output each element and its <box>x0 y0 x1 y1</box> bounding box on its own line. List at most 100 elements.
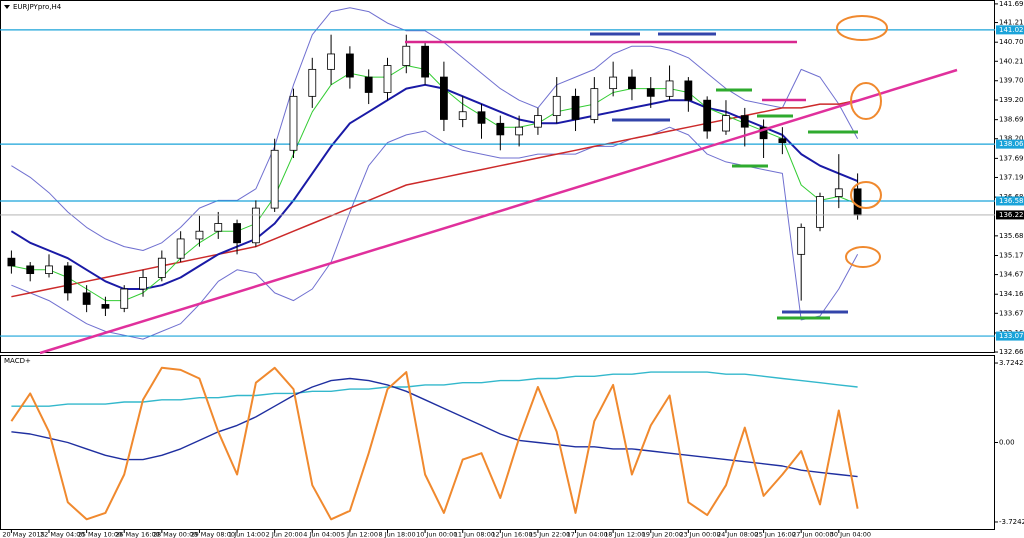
candle-body <box>816 196 824 228</box>
level-label: 141.025 <box>999 26 1024 34</box>
y-tick-label: 135.680 <box>999 232 1024 240</box>
candle-body <box>646 88 655 97</box>
candle-body <box>364 76 373 93</box>
candle-body <box>421 45 429 78</box>
candle-body <box>740 115 749 128</box>
x-tick-label: 20 May 2015 <box>2 531 44 538</box>
x-tick-label: 28 May 00:00 <box>153 531 198 538</box>
level-label-box <box>996 139 1024 149</box>
candle-body <box>157 257 166 278</box>
highlight-ellipses <box>836 15 888 268</box>
y-tick-label: 139.705 <box>999 77 1024 85</box>
candle-body <box>139 277 147 290</box>
price-pane <box>0 0 995 353</box>
x-tick-label: 19 Jun 20:00 <box>642 531 683 538</box>
y-tick-label: 135.170 <box>999 252 1024 260</box>
candle-body <box>797 226 806 255</box>
candle-body <box>26 265 35 275</box>
blue-marks <box>590 32 848 314</box>
candle-body <box>402 45 411 66</box>
y-tick-label: 139.205 <box>999 96 1024 104</box>
highlight-ellipse <box>845 246 881 268</box>
candle-body <box>195 230 204 240</box>
x-tick-label: 11 Jun 08:00 <box>454 531 495 538</box>
candle-body <box>458 111 467 120</box>
x-tick-label: 2 Jun 20:00 <box>266 531 303 538</box>
y-tick-label: 140.705 <box>999 38 1024 46</box>
indicator-line <box>11 65 858 302</box>
x-tick-label: 25 Jun 16:00 <box>755 531 796 538</box>
y-tick-label: 141.215 <box>999 19 1024 27</box>
indicator-line <box>11 99 858 298</box>
indicator-label: MACD+ <box>4 357 31 365</box>
indicator-line <box>11 377 858 478</box>
green-marks <box>716 88 858 320</box>
last-price-label: 136.223 <box>999 211 1024 219</box>
last-price-box <box>996 210 1024 220</box>
candle-body <box>834 188 843 197</box>
candle-body <box>684 80 693 101</box>
level-label-box <box>996 196 1024 206</box>
y-tick-label: 138.695 <box>999 116 1024 124</box>
y-tick-label: 141.699 <box>999 0 1024 8</box>
y-tick-label: 3.7242 <box>999 359 1024 367</box>
macd-pane <box>0 355 995 530</box>
x-tick-label: 25 May 10:00 <box>78 531 123 538</box>
level-label: 133.079 <box>999 332 1024 340</box>
indicator-line <box>10 83 858 290</box>
candle-body <box>101 304 110 309</box>
candle-body <box>853 188 862 216</box>
menu-arrow <box>4 5 10 9</box>
y-tick-label: 134.165 <box>999 290 1024 298</box>
candle-body <box>327 53 335 70</box>
x-tick-label: 15 Jun 22:00 <box>529 531 570 538</box>
candle-body <box>496 122 505 136</box>
y-tick-label: 137.195 <box>999 173 1024 181</box>
highlight-ellipse <box>850 181 882 209</box>
candle-body <box>571 95 580 120</box>
candle-body <box>308 68 317 97</box>
x-tick-label: 18 Jun 12:00 <box>604 531 645 538</box>
candle-body <box>176 238 185 259</box>
candle-body <box>477 111 486 124</box>
candle-body <box>778 138 787 143</box>
level-label-box <box>996 331 1024 341</box>
candle-body <box>628 76 636 90</box>
candle-body <box>45 265 53 275</box>
candle-body <box>251 207 260 244</box>
trend-line <box>39 68 958 355</box>
candle-body <box>63 265 72 294</box>
x-tick-label: 8 Jun 18:00 <box>378 531 415 538</box>
x-tick-label: 12 Jun 16:00 <box>491 531 532 538</box>
y-tick-label: 133.670 <box>999 309 1024 317</box>
candle-body <box>289 95 298 151</box>
symbol-label: EURJPYpro,H4 <box>13 3 62 11</box>
candle-body <box>515 126 524 136</box>
indicator-line <box>10 366 859 521</box>
x-tick-label: 23 Jun 00:00 <box>679 531 720 538</box>
x-tick-label: 24 Jun 08:00 <box>717 531 758 538</box>
candle-body <box>722 115 730 132</box>
indicator-line <box>11 371 858 407</box>
candle-body <box>383 65 392 93</box>
candle-body <box>759 126 768 140</box>
indicator-line <box>11 126 859 340</box>
y-tick-label: 140.210 <box>999 57 1024 65</box>
x-tick-label: 10 Jun 00:00 <box>416 531 457 538</box>
y-tick-label: 132.665 <box>999 348 1024 356</box>
x-tick-label: 29 May 08:00 <box>190 531 235 538</box>
x-tick-label: 4 Jun 04:00 <box>303 531 340 538</box>
candle-body <box>609 76 618 90</box>
y-tick-label: -3.7242 <box>999 518 1024 526</box>
x-tick-label: 17 Jun 04:00 <box>567 531 608 538</box>
candle-body <box>270 149 279 209</box>
y-tick-label: 137.690 <box>999 154 1024 162</box>
x-tick-label: 1 Jun 14:00 <box>228 531 265 538</box>
y-tick-label: 134.675 <box>999 271 1024 279</box>
candle-body <box>214 223 223 232</box>
candle-body <box>534 115 542 128</box>
candle-body <box>120 288 129 309</box>
x-tick-label: 30 Jun 04:00 <box>830 531 871 538</box>
level-label: 136.585 <box>999 197 1024 205</box>
